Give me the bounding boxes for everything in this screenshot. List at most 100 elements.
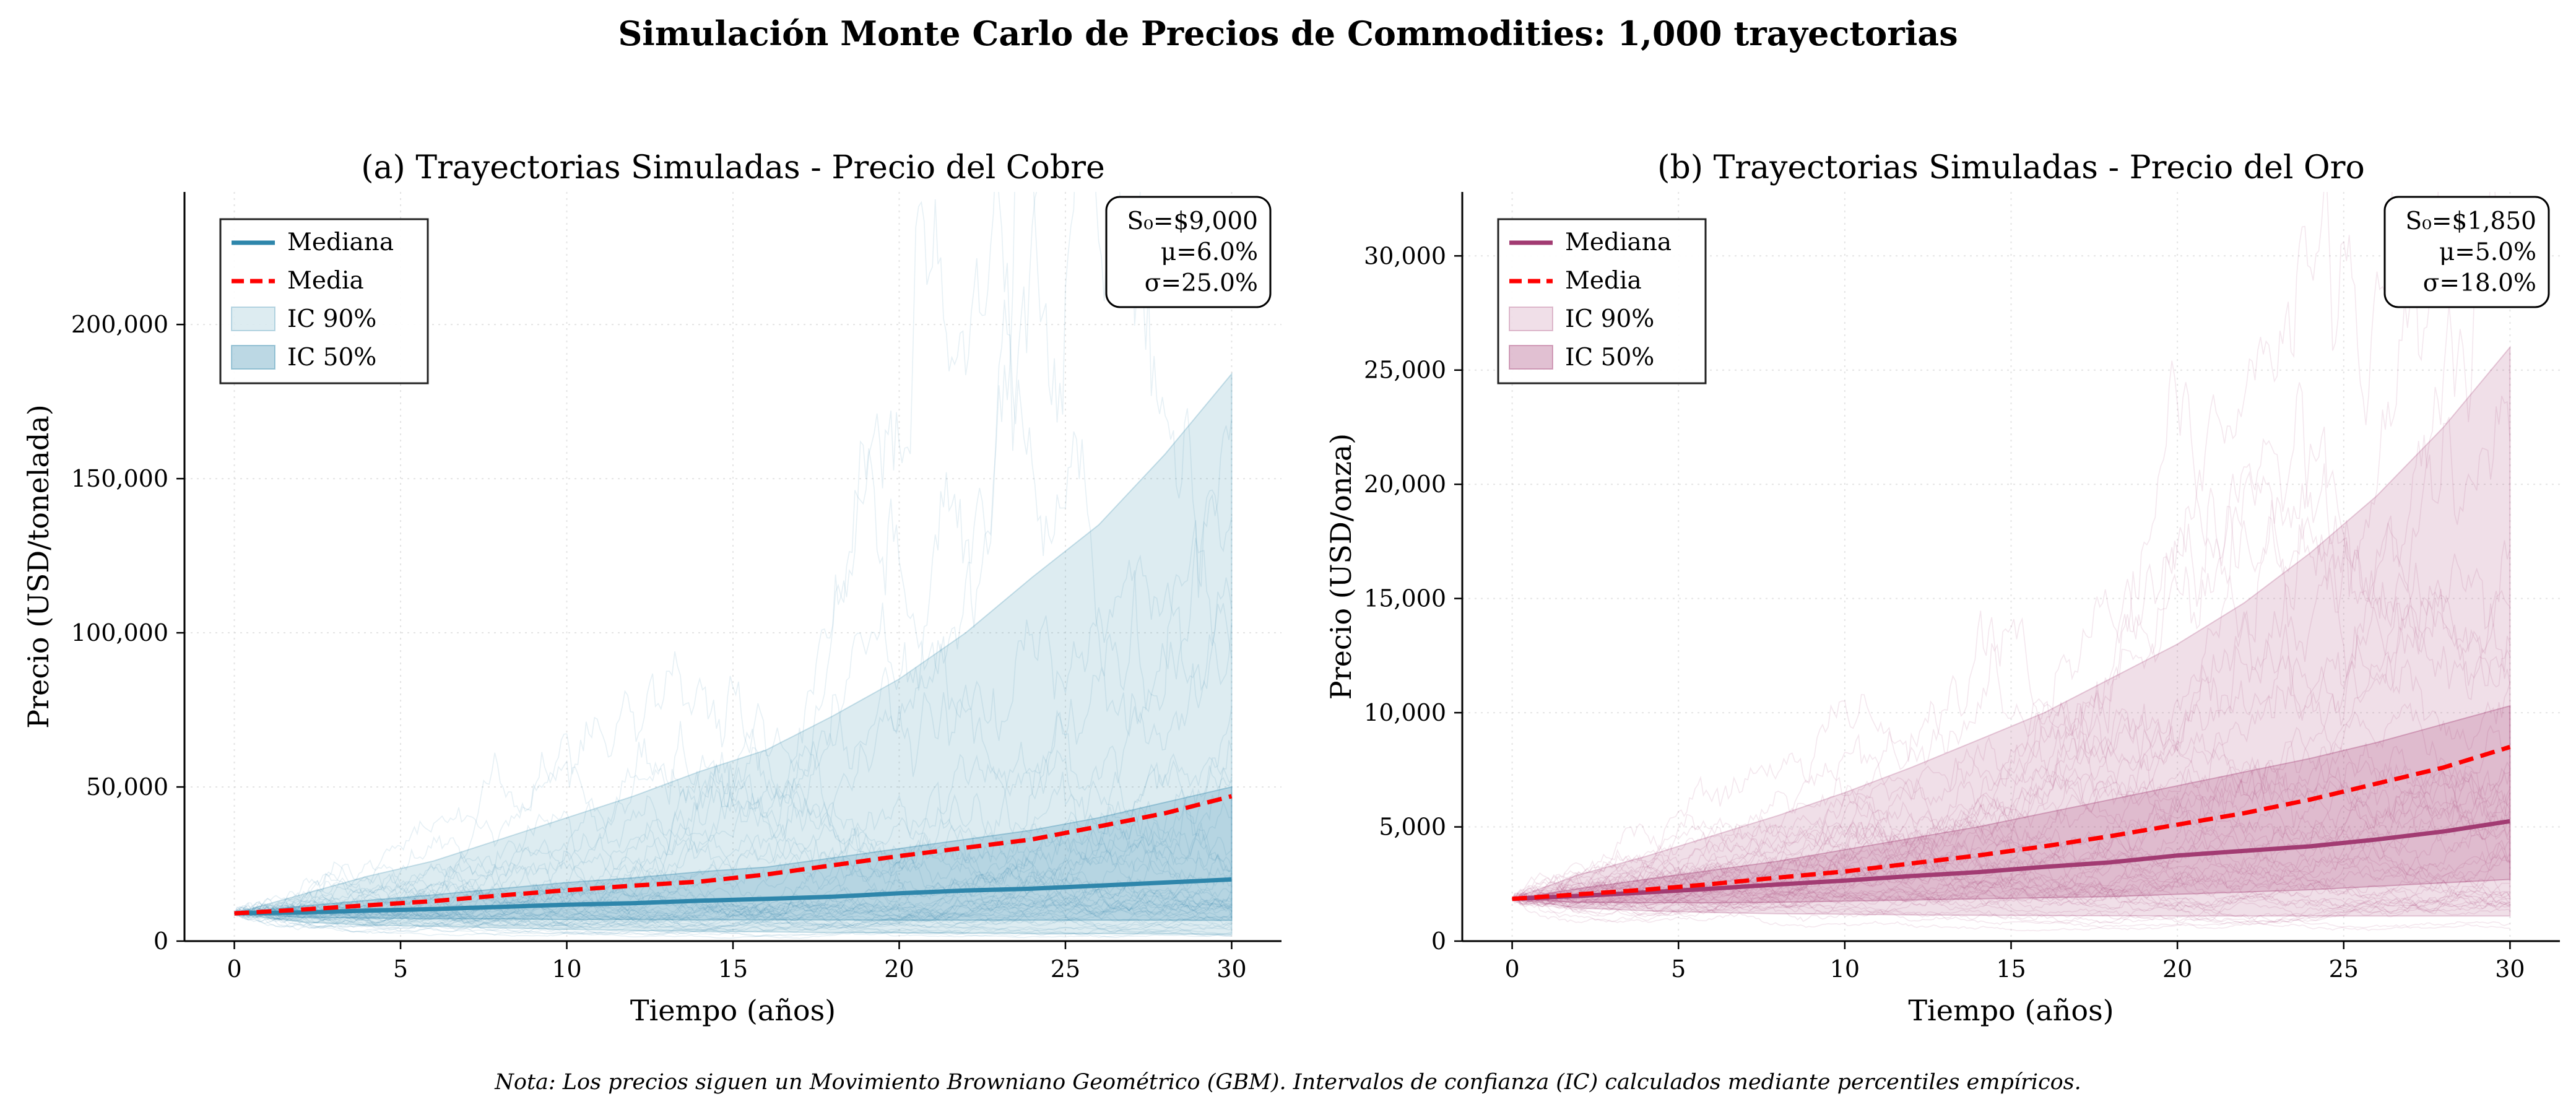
- x-tick-label: 5: [393, 955, 408, 983]
- legend-label: IC 90%: [1565, 305, 1654, 333]
- params-annotation: S₀=$9,000 μ=6.0% σ=25.0%: [1105, 196, 1272, 308]
- y-tick-label: 30,000: [1364, 242, 1446, 269]
- band-ic90: [1512, 345, 2511, 917]
- simulated-path: [1511, 793, 2511, 915]
- x-tick-label: 30: [2495, 955, 2525, 983]
- simulated-path: [1512, 898, 2510, 932]
- simulated-path: [234, 897, 1232, 929]
- simulated-path: [233, 884, 1232, 937]
- legend-swatch-ic90: [231, 306, 275, 331]
- simulated-path: [1512, 848, 2510, 908]
- simulated-path: [234, 554, 1233, 915]
- annotation-line: S₀=$1,850: [2406, 207, 2537, 235]
- y-tick-label: 100,000: [71, 619, 168, 646]
- chart-panel-copper: 0 5 10 15 20 25 30 0 50,000 100,000 150,000 200,000…: [22, 149, 1281, 1027]
- x-tick-label: 15: [1996, 955, 2026, 983]
- x-tick-label: 20: [884, 955, 914, 983]
- median-line: [234, 877, 1232, 916]
- band-ic50: [1512, 705, 2511, 903]
- y-tick-label: 150,000: [71, 465, 168, 492]
- annotation-line: σ=25.0%: [1145, 269, 1258, 297]
- simulated-path: [233, 192, 1233, 914]
- simulated-path: [1512, 854, 2510, 910]
- simulated-path: [233, 893, 1232, 928]
- y-tick-label: 25,000: [1364, 357, 1446, 384]
- simulated-path: [1512, 881, 2510, 926]
- plot-area: [1511, 192, 2511, 932]
- simulated-path: [1512, 360, 2511, 902]
- annotation-line: μ=5.0%: [2439, 238, 2536, 266]
- y-tick-label: 50,000: [86, 773, 168, 801]
- simulated-path: [234, 419, 1233, 934]
- simulated-path: [233, 788, 1232, 929]
- figure-note: Nota: Los precios siguen un Movimiento B…: [495, 1070, 2081, 1095]
- simulated-path: [1512, 782, 2511, 908]
- simulated-path: [233, 795, 1232, 921]
- simulated-path: [1511, 192, 2393, 904]
- simulated-path: [234, 880, 1232, 927]
- simulated-path: [1512, 745, 2510, 909]
- simulated-path: [234, 742, 1233, 918]
- y-axis-label: Precio (USD/tonelada): [22, 404, 55, 729]
- legend-box: [219, 218, 429, 384]
- simulated-path: [234, 908, 1232, 937]
- simulated-paths: [233, 192, 1233, 939]
- x-tick-label: 10: [1830, 955, 1860, 983]
- simulated-path: [234, 711, 1233, 918]
- simulated-path: [1512, 876, 2510, 913]
- y-tick-label: 15,000: [1364, 585, 1446, 612]
- legend-label: IC 50%: [1565, 344, 1654, 371]
- annotation-line: σ=18.0%: [2423, 269, 2536, 297]
- params-annotation: S₀=$1,850 μ=5.0% σ=18.0%: [2383, 196, 2550, 308]
- x-axis-label: Tiempo (años): [630, 994, 836, 1027]
- simulated-path: [234, 828, 1232, 927]
- legend-swatch-ic90: [1509, 306, 1553, 331]
- mean-line: [234, 794, 1233, 916]
- simulated-path: [234, 856, 1232, 916]
- annotation-line: S₀=$9,000: [1127, 207, 1259, 235]
- simulated-path: [233, 602, 1233, 919]
- band-ic90: [234, 372, 1233, 936]
- simulated-path: [234, 849, 1232, 934]
- simulated-path: [234, 879, 1232, 927]
- annotation-line: μ=6.0%: [1161, 238, 1258, 266]
- plot-area: [233, 192, 1233, 939]
- simulated-path: [1512, 846, 2511, 910]
- chart-panel-gold: 0 5 10 15 20 25 30 0 5,000 10,000 15,000 20,000 25,0…: [1324, 149, 2560, 1027]
- y-tick-label: 20,000: [1364, 471, 1446, 498]
- simulated-path: [234, 857, 1233, 929]
- simulated-path: [234, 856, 1233, 927]
- median-line: [1512, 819, 2510, 901]
- chart-title: (b) Trayectorias Simuladas - Precio del …: [1657, 149, 2365, 186]
- x-tick-label: 20: [2162, 955, 2192, 983]
- chart-title: (a) Trayectorias Simuladas - Precio del …: [361, 149, 1105, 186]
- simulated-path: [233, 874, 1233, 919]
- band-ic50: [234, 786, 1233, 921]
- simulated-path: [1512, 724, 2510, 913]
- figure-title: Simulación Monte Carlo de Precios de Com…: [618, 14, 1958, 53]
- legend: Mediana Media IC 90% IC 50%: [1497, 218, 1707, 384]
- simulated-path: [234, 192, 1141, 919]
- legend-label: Mediana: [287, 228, 394, 256]
- legend-swatch-ic50: [231, 345, 275, 370]
- simulated-path: [234, 867, 1233, 929]
- legend-label: Mediana: [1565, 228, 1672, 256]
- simulated-path: [1511, 761, 2511, 900]
- x-tick-label: 5: [1671, 955, 1686, 983]
- simulated-path: [233, 868, 1233, 926]
- legend-label: Media: [1565, 267, 1642, 295]
- simulated-path: [234, 757, 1232, 923]
- legend-swatch-ic50: [1509, 345, 1553, 370]
- simulated-path: [1512, 869, 2510, 921]
- simulated-path: [1512, 876, 2510, 926]
- simulated-path: [1512, 601, 2511, 902]
- simulated-path: [1512, 192, 2439, 908]
- legend-label: IC 90%: [287, 305, 376, 333]
- x-tick-label: 10: [552, 955, 581, 983]
- x-tick-label: 30: [1216, 955, 1246, 983]
- simulated-path: [1511, 767, 2511, 903]
- y-tick-label: 0: [1431, 927, 1446, 955]
- simulated-path: [234, 879, 1232, 933]
